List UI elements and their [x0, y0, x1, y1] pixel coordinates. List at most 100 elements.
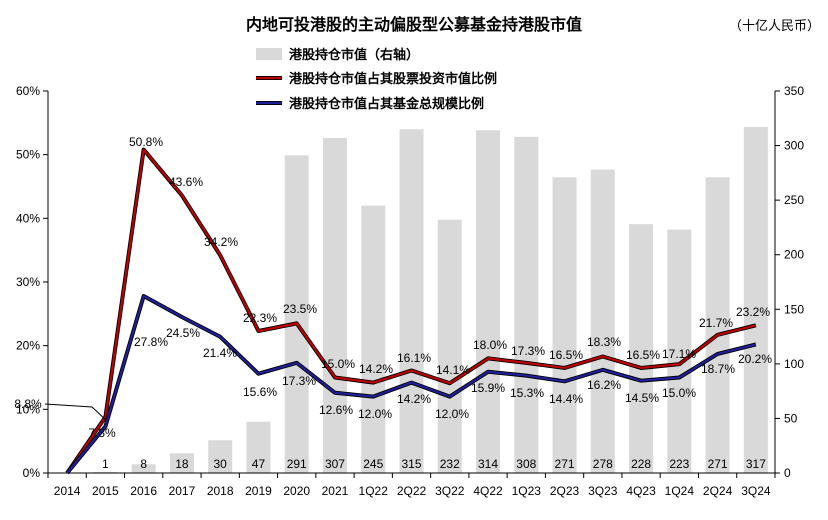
- left-tick-label: 0%: [23, 466, 41, 480]
- x-tick-label: 2Q22: [397, 484, 427, 498]
- bar-value-label: 245: [363, 457, 383, 471]
- x-tick-label: 2Q24: [703, 484, 733, 498]
- x-tick-label: 3Q24: [741, 484, 771, 498]
- x-tick-label: 3Q22: [435, 484, 465, 498]
- legend-red-label: 港股持仓市值占其股票投资市值比例: [289, 71, 497, 86]
- left-tick-label: 50%: [16, 148, 40, 162]
- right-tick-label: 250: [784, 193, 804, 207]
- x-tick-label: 2015: [92, 484, 119, 498]
- fund-ratio-label: 12.0%: [358, 407, 392, 421]
- bar-value-label: 278: [593, 457, 613, 471]
- left-tick-label: 60%: [16, 84, 40, 98]
- bar: [208, 440, 233, 473]
- line-series: [65, 147, 757, 475]
- bar-value-label: 291: [287, 457, 307, 471]
- x-tick-label: 2019: [245, 484, 272, 498]
- bar: [590, 169, 615, 473]
- x-tick-label: 2016: [130, 484, 157, 498]
- right-tick-label: 200: [784, 248, 804, 262]
- chart-title: 内地可投港股的主动偏股型公募基金持港股市值: [246, 15, 582, 34]
- bar: [514, 136, 539, 473]
- fund-ratio-label: 14.2%: [397, 392, 431, 406]
- bar: [629, 224, 654, 473]
- bar: [743, 127, 768, 473]
- x-tick-label: 2017: [169, 484, 196, 498]
- leader-line: [91, 406, 107, 421]
- fund-ratio-label: 20.2%: [738, 352, 772, 366]
- bar: [131, 464, 156, 473]
- bar: [361, 205, 386, 473]
- bar: [246, 421, 271, 473]
- x-tick-label: 2014: [54, 484, 81, 498]
- bar-value-label: 223: [669, 457, 689, 471]
- bar: [322, 137, 347, 473]
- fund-ratio-label: 15.3%: [510, 386, 544, 400]
- fund-ratio-label: 24.5%: [166, 326, 200, 340]
- fund-ratio-label: 14.5%: [625, 391, 659, 405]
- right-tick-label: 100: [784, 357, 804, 371]
- stock-ratio-label: 21.7%: [699, 316, 733, 330]
- right-tick-label: 350: [784, 84, 804, 98]
- stock-ratio-line: [66, 148, 757, 474]
- x-tick-label: 4Q23: [626, 484, 656, 498]
- bar-value-label: 18: [175, 457, 189, 471]
- left-tick-label: 40%: [16, 211, 40, 225]
- stock-ratio-label: 16.5%: [549, 348, 583, 362]
- bar: [705, 177, 730, 474]
- stock-ratio-label: 50.8%: [129, 135, 163, 149]
- bar-value-label: 271: [555, 457, 575, 471]
- fund-ratio-label: 18.7%: [701, 362, 735, 376]
- x-tick-label: 1Q24: [665, 484, 695, 498]
- unit-label: （十亿人民币）: [729, 18, 820, 33]
- fund-ratio-label: 17.3%: [282, 374, 316, 388]
- bar-value-label: 315: [401, 457, 421, 471]
- bar: [284, 155, 309, 473]
- fund-ratio-label: 27.8%: [134, 335, 168, 349]
- stock-ratio-label: 43.6%: [169, 175, 203, 189]
- bar: [169, 453, 194, 473]
- fund-ratio-label: 7.3%: [88, 426, 116, 440]
- stock-ratio-label: 18.3%: [587, 335, 621, 349]
- bar-value-label: 228: [631, 457, 651, 471]
- right-tick-label: 150: [784, 302, 804, 316]
- bar-value-label: 271: [708, 457, 728, 471]
- x-tick-label: 3Q23: [588, 484, 618, 498]
- legend-bar-swatch: [256, 48, 282, 60]
- bar: [552, 177, 577, 474]
- x-tick-label: 4Q22: [473, 484, 503, 498]
- fund-ratio-label: 12.0%: [435, 407, 469, 421]
- stock-ratio-label: 15.0%: [321, 357, 355, 371]
- x-tick-label: 2021: [322, 484, 349, 498]
- leader-line: [44, 403, 93, 408]
- stock-ratio-label: 8.8%: [14, 397, 42, 411]
- left-tick-label: 30%: [16, 275, 40, 289]
- stock-ratio-label: 16.1%: [397, 351, 431, 365]
- x-tick-label: 1Q22: [359, 484, 389, 498]
- right-tick-label: 0: [784, 466, 791, 480]
- x-tick-label: 1Q23: [512, 484, 542, 498]
- bar: [667, 229, 692, 473]
- stock-ratio-label: 18.0%: [473, 338, 507, 352]
- bar: [93, 471, 118, 473]
- bar-value-label: 307: [325, 457, 345, 471]
- data-labels: 1 8 18 30 47 291 307 245 315 232 314 308 271 278 228 22…: [14, 135, 772, 471]
- stock-ratio-label: 17.1%: [662, 347, 696, 361]
- bar: [399, 129, 424, 473]
- right-tick-label: 50: [784, 411, 798, 425]
- stock-ratio-label: 34.2%: [204, 235, 238, 249]
- x-tick-label: 2Q23: [550, 484, 580, 498]
- bar-value-label: 8: [140, 457, 147, 471]
- bar: [437, 219, 462, 473]
- bar-value-label: 47: [252, 457, 266, 471]
- legend-blue-label: 港股持仓市值占其基金总规模比例: [289, 96, 484, 111]
- fund-ratio-label: 15.0%: [662, 386, 696, 400]
- stock-ratio-label: 17.3%: [511, 344, 545, 358]
- bar: [476, 130, 501, 473]
- bar-value-label: 308: [516, 457, 536, 471]
- bar-value-label: 232: [440, 457, 460, 471]
- fund-ratio-label: 16.2%: [587, 378, 621, 392]
- stock-ratio-label: 22.3%: [243, 311, 277, 325]
- bar-value-label: 314: [478, 457, 498, 471]
- axes: 0% 10% 20% 30% 40% 50% 60% 0 50 100 150 200 250 300 35…: [16, 84, 804, 498]
